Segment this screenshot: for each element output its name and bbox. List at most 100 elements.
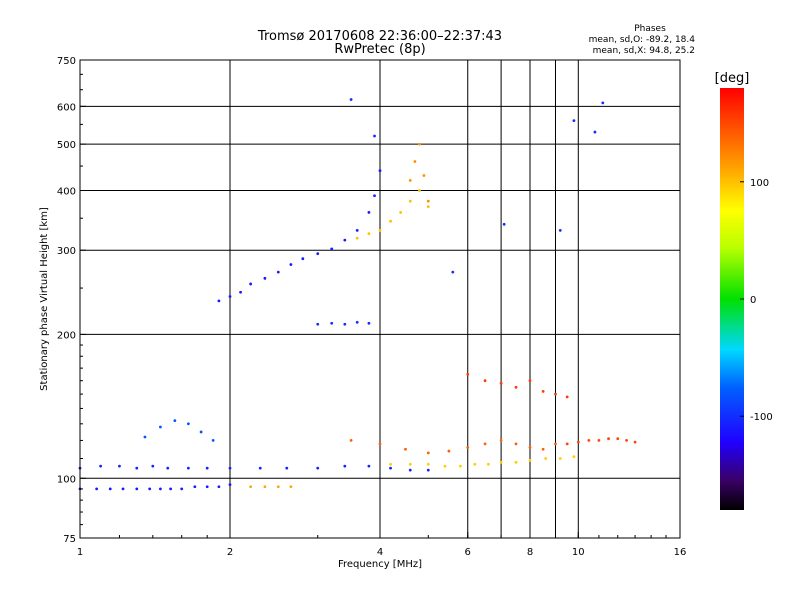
data-point (289, 485, 293, 489)
data-point (99, 464, 103, 468)
series-6 (355, 189, 430, 240)
data-point (276, 485, 280, 489)
data-point (473, 462, 477, 466)
data-point (544, 457, 548, 460)
data-point (528, 379, 532, 383)
colorbar-label: [deg] (715, 71, 750, 86)
data-point (143, 435, 147, 439)
y-tick-label: 500 (57, 140, 76, 151)
data-point (205, 466, 209, 470)
data-point (285, 466, 289, 470)
x-tick-label: 16 (674, 547, 687, 558)
data-point (554, 442, 557, 446)
data-point (607, 437, 610, 441)
phases-o-stats: mean, sd,O: -89.2, 18.4 (589, 35, 696, 45)
data-point (443, 464, 447, 468)
data-point (263, 485, 267, 489)
x-tick-label: 1 (77, 547, 83, 558)
data-point (151, 464, 155, 468)
data-point (426, 451, 430, 455)
data-point (554, 392, 557, 396)
x-tick-label: 4 (377, 547, 383, 558)
data-point (514, 442, 518, 446)
data-point (367, 321, 371, 325)
data-point (466, 446, 470, 449)
data-point (633, 440, 637, 444)
data-point (148, 487, 152, 491)
data-point (408, 462, 412, 466)
data-point (399, 210, 403, 214)
series-12 (408, 142, 430, 203)
series-9 (349, 439, 557, 455)
data-point (565, 442, 569, 446)
data-point (159, 487, 162, 491)
data-point (343, 464, 347, 468)
data-point (193, 485, 197, 489)
data-point (404, 447, 407, 451)
data-point (159, 425, 162, 429)
data-point (426, 462, 430, 466)
x-axis-ticks: 1 2 4 6 8 10 16 (77, 532, 687, 558)
data-point (576, 440, 580, 444)
data-point (541, 389, 545, 393)
series-5 (316, 320, 371, 326)
data-point (378, 229, 382, 232)
x-tick-label: 8 (527, 547, 533, 558)
data-point (349, 98, 353, 101)
y-tick-label: 75 (63, 534, 76, 545)
data-point (95, 487, 99, 491)
series-2 (78, 464, 430, 472)
y-tick-label: 600 (57, 102, 76, 113)
data-point (418, 189, 421, 192)
phases-title: Phases (634, 24, 666, 34)
data-point (373, 194, 376, 198)
data-point (355, 236, 359, 240)
data-point (616, 437, 620, 441)
series-10 (565, 437, 637, 446)
data-point (408, 199, 412, 203)
data-point (558, 457, 562, 460)
y-tick-label: 100 (57, 474, 76, 485)
data-point (413, 160, 417, 163)
data-point (316, 252, 320, 256)
data-point (289, 263, 293, 266)
data-point (135, 466, 139, 470)
data-point (199, 430, 203, 434)
colorbar-ticks: -100 0 100 (740, 178, 773, 423)
data-point (367, 232, 371, 236)
data-point (528, 446, 532, 449)
data-point (528, 458, 532, 462)
chart-subtitle: RwPretec (8p) (334, 42, 425, 57)
data-point (499, 439, 503, 442)
data-point (541, 447, 545, 451)
data-point (330, 247, 334, 251)
data-point (459, 464, 462, 468)
data-point (378, 442, 382, 446)
data-point (499, 381, 503, 385)
y-tick-label: 750 (57, 56, 76, 67)
data-point (349, 439, 353, 442)
data-point (263, 276, 267, 280)
plot-grid (80, 60, 680, 538)
data-point (483, 379, 487, 383)
data-point (121, 487, 125, 491)
series-13 (349, 98, 605, 274)
data-point (211, 439, 215, 442)
data-point (486, 462, 490, 466)
x-tick-label: 10 (572, 547, 585, 558)
x-axis-label: Frequency [MHz] (338, 559, 422, 570)
data-point (186, 466, 190, 470)
phases-x-stats: mean, sd,X: 94.8, 25.2 (593, 46, 695, 56)
data-point (408, 178, 412, 182)
data-point (389, 466, 392, 470)
data-point (180, 487, 184, 491)
data-point (389, 219, 392, 223)
data-point (502, 222, 506, 226)
data-point (217, 299, 221, 303)
x-tick-label: 6 (465, 547, 471, 558)
y-tick-label: 400 (57, 186, 76, 197)
series-8 (389, 455, 576, 468)
data-point (426, 199, 430, 203)
data-point (228, 483, 232, 486)
y-tick-label: 300 (57, 246, 76, 257)
